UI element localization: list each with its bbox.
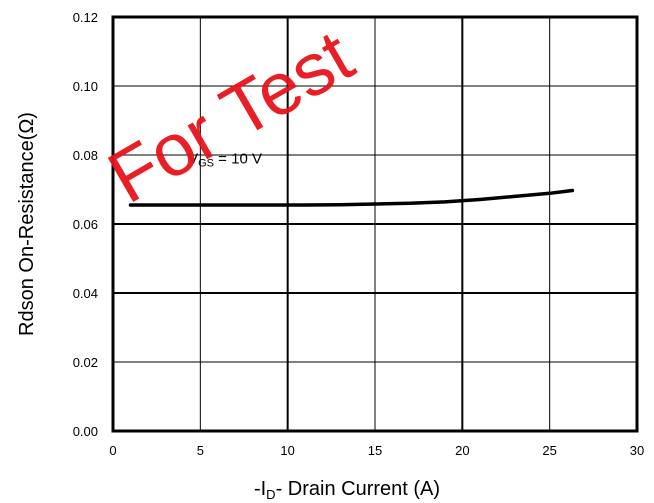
vgs-annotation: VGS = 10 V: [188, 151, 262, 170]
annotation-suffix: = 10 V: [214, 151, 262, 168]
y-tick-label-0.04: 0.04: [73, 286, 98, 301]
x-axis-label-prefix: -I: [254, 478, 266, 500]
x-axis-label-subscript: D: [266, 487, 275, 502]
x-axis-label: -ID- Drain Current (A): [254, 478, 440, 502]
x-tick-label-30: 30: [630, 443, 644, 458]
x-tick-label-0: 0: [109, 443, 116, 458]
y-tick-labels: 0.00 0.02 0.04 0.06 0.08 0.10 0.12: [73, 10, 98, 439]
y-tick-label-0.08: 0.08: [73, 148, 98, 163]
x-tick-labels: 0 5 10 15 20 25 30: [109, 443, 644, 458]
y-tick-label-0.10: 0.10: [73, 79, 98, 94]
y-tick-label-0.06: 0.06: [73, 217, 98, 232]
x-tick-label-20: 20: [455, 443, 469, 458]
grid: [112, 16, 638, 432]
annotation-prefix: V: [188, 151, 198, 168]
series-line-vgs-10v: [128, 188, 575, 207]
annotation-subscript: GS: [198, 158, 214, 170]
x-tick-label-25: 25: [542, 443, 556, 458]
y-tick-label-0.00: 0.00: [73, 424, 98, 439]
y-tick-label-0.02: 0.02: [73, 355, 98, 370]
x-tick-label-5: 5: [197, 443, 204, 458]
x-tick-label-10: 10: [280, 443, 294, 458]
x-tick-label-15: 15: [368, 443, 382, 458]
watermark-text: For Test: [95, 14, 367, 219]
x-axis-label-suffix: - Drain Current (A): [276, 478, 440, 500]
y-axis-label: Rdson On-Resistance(Ω): [16, 112, 38, 336]
plot-frame: [111, 15, 639, 433]
y-tick-label-0.12: 0.12: [73, 10, 98, 25]
